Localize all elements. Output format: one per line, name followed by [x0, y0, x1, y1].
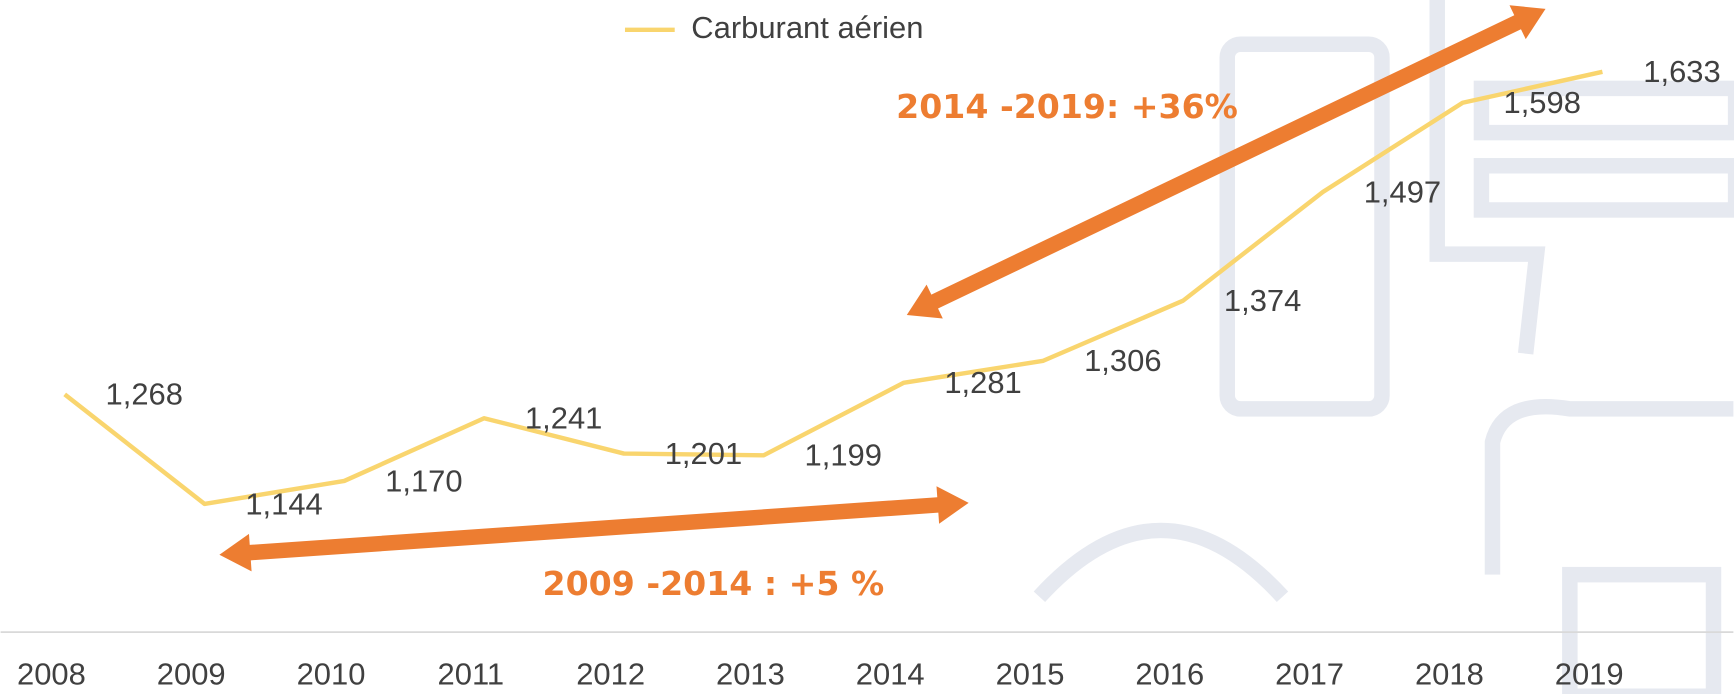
annotation: 2009 -2014 : +5 %: [543, 564, 885, 603]
x-tick-label: 2017: [1275, 656, 1344, 691]
data-label: 1,598: [1504, 85, 1581, 120]
data-label: 1,170: [385, 463, 462, 498]
x-tick-label: 2011: [438, 656, 505, 691]
legend-label: Carburant aérien: [691, 10, 923, 45]
x-tick-label: 2013: [716, 656, 785, 691]
data-label: 1,199: [805, 438, 882, 473]
arrow: [219, 486, 968, 571]
data-label: 1,268: [106, 377, 183, 412]
x-tick-label: 2016: [1135, 656, 1204, 691]
x-tick-label: 2010: [297, 656, 366, 691]
data-label: 1,241: [525, 401, 602, 436]
data-label: 1,633: [1643, 54, 1720, 89]
data-label: 1,306: [1084, 343, 1161, 378]
x-tick-label: 2018: [1415, 656, 1484, 691]
annotation: 2014 -2019: +36%: [896, 87, 1238, 126]
x-tick-label: 2008: [17, 656, 86, 691]
legend: Carburant aérien: [625, 10, 923, 45]
data-label: 1,144: [245, 486, 322, 521]
x-tick-label: 2014: [856, 656, 925, 691]
chart: Carburant aérien 2014 -2019: +36% 2009 -…: [0, 0, 1734, 694]
data-label: 1,201: [665, 436, 742, 471]
x-tick-label: 2009: [157, 656, 226, 691]
data-label: 1,374: [1224, 283, 1301, 318]
x-tick-label: 2012: [576, 656, 645, 691]
data-label: 1,281: [944, 365, 1021, 400]
x-tick-label: 2019: [1555, 656, 1624, 691]
x-tick-label: 2015: [996, 656, 1065, 691]
data-label: 1,497: [1364, 174, 1441, 209]
